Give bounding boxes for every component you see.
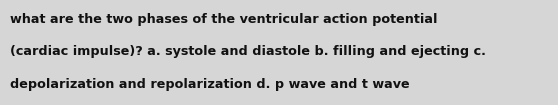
- Text: depolarization and repolarization d. p wave and t wave: depolarization and repolarization d. p w…: [10, 78, 410, 91]
- Text: (cardiac impulse)? a. systole and diastole b. filling and ejecting c.: (cardiac impulse)? a. systole and diasto…: [10, 45, 486, 58]
- Text: what are the two phases of the ventricular action potential: what are the two phases of the ventricul…: [10, 13, 437, 26]
